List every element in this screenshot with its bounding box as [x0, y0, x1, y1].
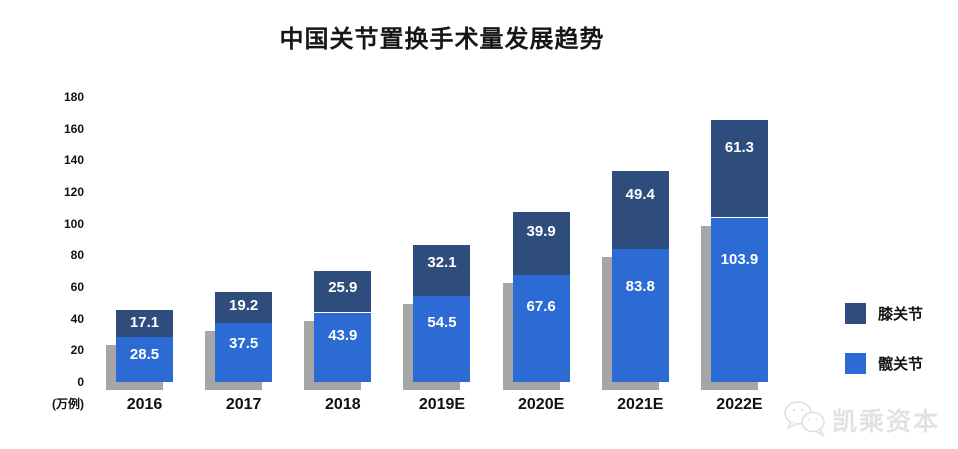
bar-segment-hip-2016: 28.5 [116, 336, 173, 382]
bar-value-knee: 32.1 [427, 254, 457, 272]
y-tick-160: 160 [63, 121, 84, 136]
bar-value-knee: 17.1 [129, 314, 160, 332]
x-axis-label-2021E: 2021E [617, 396, 664, 413]
wechat-bubbles-icon [782, 398, 828, 442]
plot-area: 28.5 17.1 2016 37.5 19.2 2017 43.9 25.9 2018 54.5… [106, 97, 768, 413]
legend-item-hip: 髋关节 [845, 353, 923, 374]
y-tick-140: 140 [63, 153, 84, 168]
chart-title: 中国关节置换手术量发展趋势 [279, 26, 605, 53]
x-axis-label-2020E: 2020E [517, 396, 565, 413]
bar-value-knee: 61.3 [724, 138, 755, 156]
x-axis-label-2017: 2017 [225, 396, 262, 413]
bar-segment-hip-2017: 37.5 [215, 322, 273, 382]
y-tick-0: 0 [77, 375, 84, 389]
bar-value-hip: 28.5 [129, 345, 160, 363]
legend-label-knee: 膝关节 [878, 306, 924, 323]
watermark-text: 凯乘资本 [832, 408, 941, 436]
x-axis-label-2018: 2018 [325, 396, 361, 413]
bar-segment-hip-2018: 43.9 [314, 312, 372, 382]
legend-swatch-knee [845, 303, 866, 324]
bar-segment-knee-2017: 19.2 [215, 292, 273, 323]
bar-value-hip: 37.5 [229, 334, 259, 352]
legend-item-knee: 膝关节 [845, 303, 923, 324]
bar-segment-knee-2016: 17.1 [116, 309, 173, 337]
y-tick-80: 80 [70, 248, 84, 263]
bar-segment-hip-2019E: 54.5 [413, 295, 471, 382]
bar-value-hip: 83.8 [625, 277, 655, 295]
legend-label-hip: 髋关节 [878, 356, 924, 373]
bar-value-hip: 103.9 [720, 250, 759, 268]
x-axis-label-2022E: 2022E [716, 396, 763, 413]
bar-group-2020E: 67.6 39.9 2020E [502, 211, 570, 413]
y-axis-unit-label: (万例) [52, 397, 84, 411]
bar-segment-knee-2021E: 49.4 [611, 171, 669, 250]
legend: 膝关节 髋关节 [845, 303, 923, 374]
bar-value-hip: 54.5 [427, 313, 457, 331]
legend-swatch-hip [845, 353, 866, 374]
y-tick-180: 180 [63, 90, 84, 104]
bar-group-2019E: 54.5 32.1 2019E [403, 244, 471, 413]
watermark-logo: 凯乘资本 [782, 398, 940, 442]
bar-segment-knee-2019E: 32.1 [413, 244, 471, 296]
bar-group-2022E: 103.9 61.3 2022E [700, 120, 768, 413]
bar-group-2021E: 83.8 49.4 2021E [601, 171, 669, 413]
x-axis-label-2016: 2016 [126, 396, 163, 413]
bar-value-hip: 67.6 [526, 297, 556, 315]
bar-value-knee: 25.9 [328, 278, 358, 296]
bar-group-2016: 28.5 17.1 2016 [106, 309, 173, 413]
bar-value-knee: 19.2 [229, 297, 259, 315]
bar-segment-hip-2022E: 103.9 [710, 217, 768, 382]
y-tick-100: 100 [63, 216, 84, 231]
y-tick-40: 40 [70, 311, 84, 326]
bar-value-knee: 39.9 [526, 223, 556, 241]
bar-group-2017: 37.5 19.2 2017 [205, 292, 273, 413]
bar-group-2018: 43.9 25.9 2018 [304, 271, 372, 413]
bar-value-knee: 49.4 [625, 185, 655, 203]
bar-value-hip: 43.9 [328, 326, 358, 344]
y-axis: (万例) 0 20 40 60 80 100 120 140 160 180 [28, 90, 84, 411]
bar-segment-knee-2018: 25.9 [314, 271, 372, 313]
bar-segment-hip-2020E: 67.6 [512, 274, 570, 382]
bar-segment-hip-2021E: 83.8 [611, 249, 669, 382]
bar-segment-knee-2022E: 61.3 [710, 120, 768, 218]
bar-segment-knee-2020E: 39.9 [512, 211, 570, 275]
y-tick-60: 60 [70, 280, 84, 294]
x-axis-label-2019E: 2019E [418, 396, 466, 413]
y-tick-120: 120 [63, 185, 84, 199]
y-tick-20: 20 [70, 343, 84, 358]
